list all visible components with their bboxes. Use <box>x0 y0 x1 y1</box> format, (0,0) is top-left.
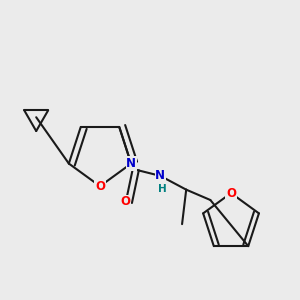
Text: N: N <box>155 169 165 182</box>
Text: N: N <box>126 157 136 170</box>
Text: O: O <box>95 180 105 193</box>
Text: O: O <box>226 187 236 200</box>
Text: O: O <box>121 195 131 208</box>
Text: H: H <box>158 184 167 194</box>
